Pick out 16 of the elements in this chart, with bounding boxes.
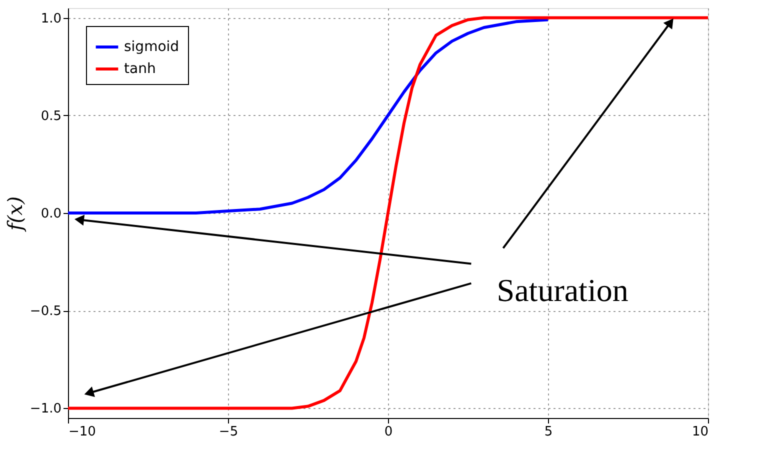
legend-label: tanh — [124, 61, 156, 77]
annotation: Saturation — [496, 272, 628, 308]
line-series — [66, 18, 550, 214]
y-tick-label: −0.5 — [30, 304, 62, 320]
line-series — [66, 16, 710, 410]
y-tick-label: 1.0 — [40, 11, 62, 26]
x-tick-label: 10 — [692, 424, 708, 440]
legend-label: sigmoid — [124, 39, 180, 55]
x-tick-label: 5 — [544, 424, 553, 440]
y-tick-label: 0.0 — [40, 206, 62, 222]
y-axis-title: f(x) — [2, 196, 27, 233]
x-tick-label: −10 — [68, 424, 96, 440]
x-tick-label: 0 — [384, 424, 393, 440]
y-tick-label: −1.0 — [30, 402, 62, 417]
y-tick-label: 0.5 — [40, 108, 62, 124]
x-tick-label: −5 — [218, 424, 238, 440]
